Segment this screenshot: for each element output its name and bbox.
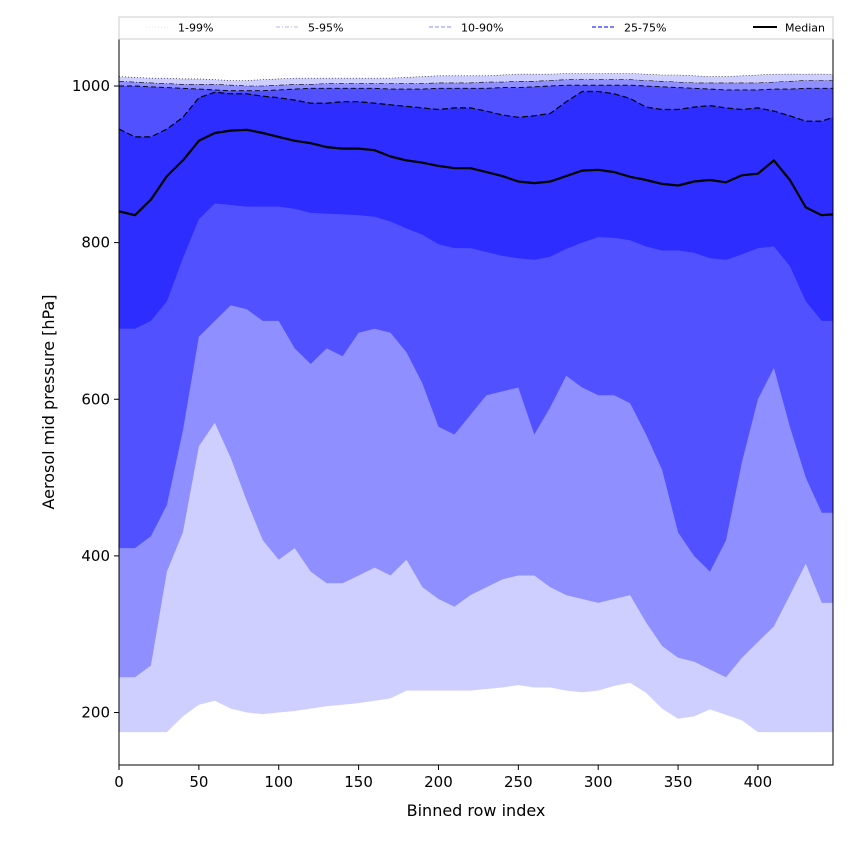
percentile-bands [119, 73, 833, 733]
x-axis-ticks: 0 50 100 150 200 250 300 350 400 [114, 765, 772, 791]
x-tick-label: 0 [114, 773, 124, 791]
y-tick-label: 400 [81, 547, 110, 565]
x-tick-label: 250 [504, 773, 533, 791]
x-tick-label: 300 [584, 773, 613, 791]
y-tick-label: 600 [81, 390, 110, 408]
legend: 1-99% 5-95% 10-90% 25-75% Median [118, 16, 834, 40]
x-tick-label: 400 [744, 773, 773, 791]
band-upper-line-3 [118, 90, 834, 138]
x-tick-label: 350 [664, 773, 693, 791]
legend-label-2: 10-90% [461, 22, 503, 35]
x-tick-label: 100 [264, 773, 293, 791]
percentile-lines [118, 73, 834, 217]
y-tick-label: 200 [81, 704, 110, 722]
x-tick-label: 150 [344, 773, 373, 791]
legend-label-4: Median [785, 22, 825, 35]
legend-box [118, 16, 834, 40]
legend-label-3: 25-75% [624, 22, 666, 35]
y-tick-label: 800 [81, 234, 110, 252]
legend-label-1: 5-95% [308, 22, 343, 35]
x-axis-label: Binned row index [407, 801, 546, 820]
median-line [118, 128, 834, 217]
x-tick-label: 200 [424, 773, 453, 791]
band-25-75pct [119, 91, 833, 329]
x-tick-label: 50 [189, 773, 208, 791]
y-axis-label: Aerosol mid pressure [hPa] [39, 294, 58, 509]
y-axis-ticks: 200 400 600 800 1000 [72, 77, 119, 722]
legend-label-0: 1-99% [178, 22, 213, 35]
y-tick-label: 1000 [72, 77, 110, 95]
